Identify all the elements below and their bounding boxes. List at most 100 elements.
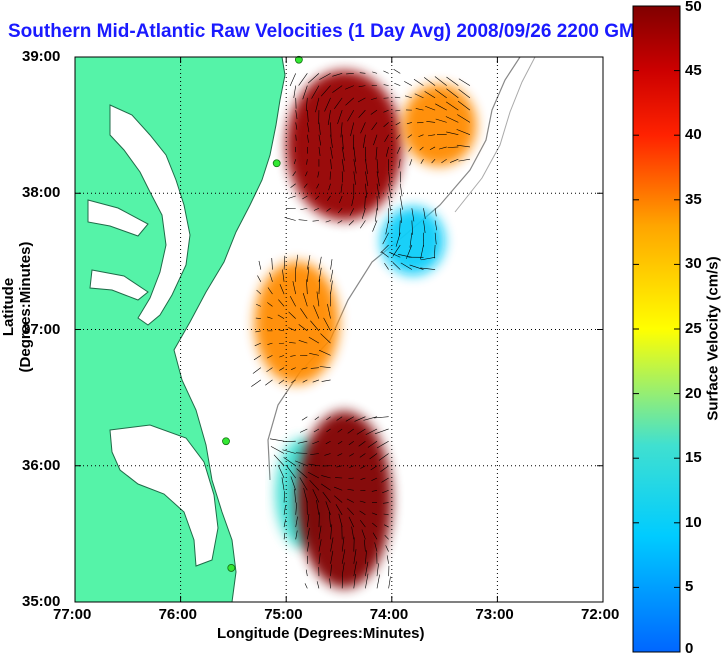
velocity-arrow: [353, 171, 356, 185]
velocity-arrow: [358, 85, 366, 88]
velocity-arrow: [456, 144, 470, 148]
chesapeake-bay: [109, 104, 191, 326]
velocity-arrow: [354, 416, 366, 422]
velocity-region-virginia-shelf: [254, 261, 339, 384]
velocity-arrow: [320, 333, 331, 344]
velocity-arrow: [315, 97, 320, 113]
velocity-arrow: [255, 330, 261, 333]
velocity-arrow: [293, 159, 296, 165]
velocity-arrow: [420, 159, 424, 164]
velocity-arrow: [308, 463, 319, 467]
velocity-arrow: [330, 259, 333, 270]
velocity-arrow: [267, 355, 273, 359]
velocity-arrow: [301, 416, 308, 421]
velocity-arrow: [316, 291, 320, 307]
velocity-arrow: [265, 379, 273, 386]
velocity-arrow: [406, 122, 412, 125]
velocity-arrow: [278, 342, 285, 344]
velocity-arrow: [307, 527, 310, 540]
velocity-arrow: [414, 93, 424, 99]
velocity-arrow: [381, 251, 389, 258]
velocity-arrow: [313, 305, 320, 319]
colorbar-tick-label: 25: [685, 320, 702, 337]
velocity-arrow: [373, 416, 389, 419]
velocity-arrow: [310, 320, 320, 332]
velocity-arrow: [409, 159, 413, 166]
velocity-arrow: [388, 195, 391, 211]
velocity-arrow: [337, 220, 343, 224]
velocity-arrow: [365, 171, 369, 187]
velocity-arrow: [345, 85, 354, 90]
velocity-arrow: [329, 578, 331, 589]
velocity-arrow: [341, 146, 345, 161]
colorbar-tick-label: 0: [685, 640, 694, 657]
velocity-arrow: [351, 526, 355, 540]
velocity-arrow: [298, 73, 308, 86]
plot-title: Southern Mid-Atlantic Raw Velocities (1 …: [8, 21, 647, 42]
velocity-arrow: [420, 256, 436, 261]
velocity-arrow: [371, 122, 378, 131]
velocity-arrow: [322, 491, 331, 503]
velocity-arrow: [316, 581, 320, 589]
colorbar-tick-label: 10: [685, 513, 702, 531]
velocity-arrow: [458, 78, 471, 86]
pamlico-sound: [109, 424, 219, 567]
velocity-arrow: [300, 308, 308, 319]
velocity-arrow: [286, 465, 296, 479]
velocity-arrow: [418, 134, 424, 138]
velocity-arrow: [313, 207, 320, 211]
velocity-arrow: [270, 446, 285, 454]
velocity-arrow: [399, 195, 403, 210]
velocity-arrow: [317, 171, 320, 178]
velocity-arrow: [449, 158, 459, 163]
velocity-arrow: [291, 379, 296, 383]
velocity-arrow: [427, 134, 436, 137]
velocity-arrow: [376, 159, 379, 174]
velocity-arrow: [330, 122, 332, 137]
velocity-arrow: [292, 171, 296, 177]
velocity-arrow: [380, 465, 389, 473]
velocity-arrow: [388, 576, 391, 589]
velocity-arrow: [303, 487, 308, 503]
velocity-arrow: [295, 110, 298, 120]
velocity-arrow: [399, 208, 402, 223]
velocity-arrow: [395, 134, 401, 140]
velocity-arrow: [312, 220, 319, 222]
velocity-arrow: [278, 379, 285, 385]
velocity-arrow: [349, 465, 354, 468]
velocity-arrow: [273, 454, 285, 466]
velocity-region-delaware-shelf: [286, 70, 403, 221]
velocity-arrow: [371, 512, 378, 516]
hf-radar-station: [294, 55, 303, 64]
velocity-arrow: [330, 280, 333, 295]
velocity-arrow: [269, 272, 273, 282]
velocity-arrow: [351, 195, 355, 206]
velocity-arrow: [327, 110, 331, 125]
velocity-arrow: [267, 302, 273, 307]
velocity-arrow: [278, 299, 285, 307]
colorbar-tick-label: 35: [685, 190, 702, 208]
velocity-arrow: [323, 317, 331, 332]
velocity-arrow: [378, 453, 389, 461]
velocity-region-hatteras-jet: [296, 411, 392, 589]
velocity-arrow: [307, 266, 310, 282]
velocity-arrow: [431, 158, 436, 164]
velocity-arrow: [360, 520, 366, 528]
velocity-arrow: [257, 275, 262, 282]
velocity-arrow: [289, 342, 296, 344]
velocity-arrow: [339, 195, 343, 204]
velocity-arrow: [446, 131, 459, 135]
hf-radar-station: [222, 437, 230, 446]
velocity-arrow: [441, 158, 447, 164]
velocity-arrow: [372, 522, 378, 528]
lon-tick-label: 72:00: [581, 606, 620, 623]
velocity-arrow: [290, 476, 296, 491]
velocity-arrow: [336, 416, 343, 421]
colorbar-tick-label: 30: [685, 255, 702, 273]
velocity-arrow: [353, 561, 357, 577]
velocity-arrow: [376, 440, 389, 449]
velocity-arrow: [371, 97, 378, 100]
velocity-arrow: [458, 89, 471, 99]
velocity-arrow: [320, 85, 331, 97]
velocity-arrow: [456, 129, 471, 135]
